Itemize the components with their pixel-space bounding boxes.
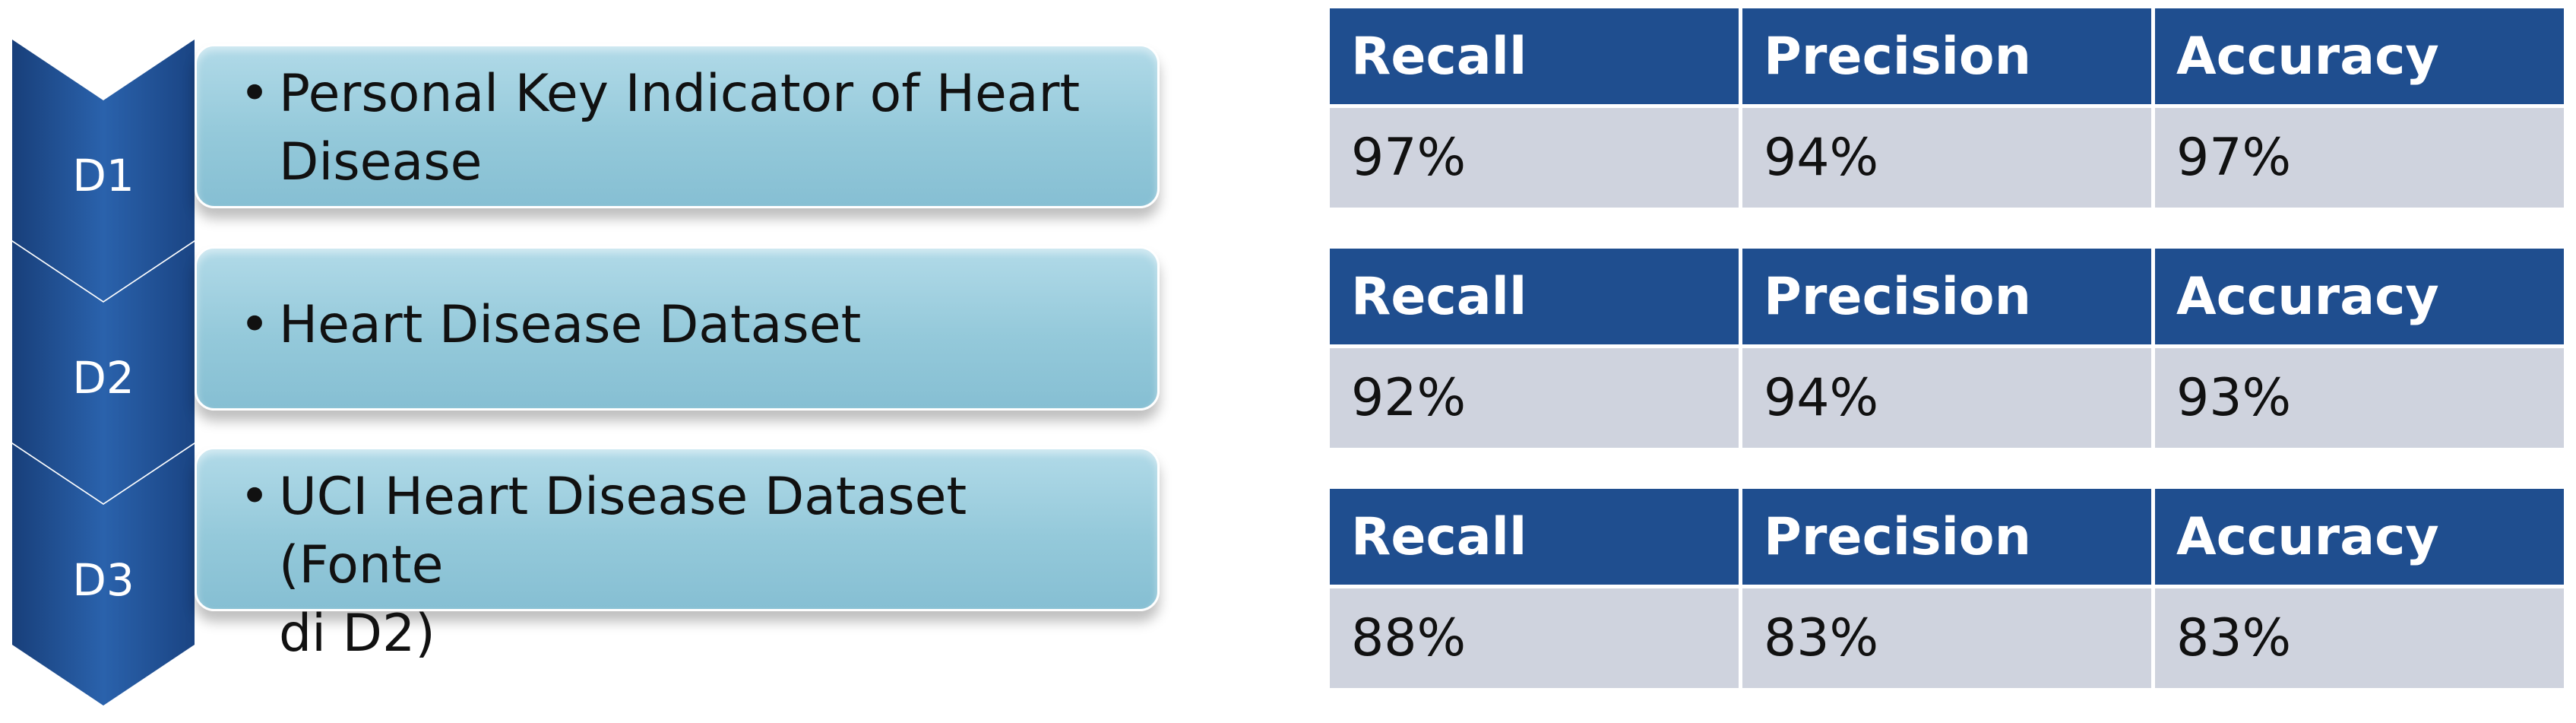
- dataset-description: • Heart Disease Dataset: [239, 291, 1127, 360]
- table-row: 92% 94% 93%: [1326, 344, 2568, 452]
- recall-value: 92%: [1326, 344, 1742, 452]
- recall-value: 97%: [1326, 104, 1742, 211]
- dataset-card-d2: • Heart Disease Dataset: [195, 246, 1160, 411]
- metrics-table-d3: Recall Precision Accuracy 88% 83% 83%: [1326, 485, 2568, 692]
- table-row: 97% 94% 97%: [1326, 104, 2568, 211]
- table-header-row: Recall Precision Accuracy: [1326, 5, 2568, 108]
- chevron-d2: D2: [12, 242, 216, 503]
- header-recall: Recall: [1326, 5, 1742, 108]
- header-accuracy: Accuracy: [2151, 245, 2568, 348]
- bullet-icon: •: [239, 467, 271, 527]
- dataset-card-d1: • Personal Key Indicator of Heart Diseas…: [195, 44, 1160, 208]
- accuracy-value: 97%: [2151, 104, 2568, 211]
- header-recall: Recall: [1326, 245, 1742, 348]
- bullet-icon: •: [239, 64, 271, 124]
- table-header-row: Recall Precision Accuracy: [1326, 485, 2568, 588]
- dataset-description: • Personal Key Indicator of Heart Diseas…: [239, 60, 1127, 197]
- chevron-d1: D1: [12, 40, 216, 301]
- chevron-d3: D3: [12, 444, 216, 706]
- header-precision: Precision: [1739, 245, 2155, 348]
- accuracy-value: 83%: [2151, 585, 2568, 692]
- dataset-id-label: D1: [72, 150, 134, 201]
- precision-value: 94%: [1739, 104, 2155, 211]
- dataset-id-label: D2: [72, 352, 134, 404]
- header-accuracy: Accuracy: [2151, 5, 2568, 108]
- header-precision: Precision: [1739, 485, 2155, 588]
- dataset-id-label: D3: [72, 554, 134, 606]
- accuracy-value: 93%: [2151, 344, 2568, 452]
- precision-value: 94%: [1739, 344, 2155, 452]
- dataset-card-d3: • UCI Heart Disease Dataset (Fonte di D2…: [195, 447, 1160, 664]
- dataset-description: • UCI Heart Disease Dataset (Fonte di D2…: [239, 463, 1127, 668]
- dataset-text-line: Personal Key Indicator of Heart: [279, 64, 1081, 124]
- header-recall: Recall: [1326, 485, 1742, 588]
- bullet-icon: •: [239, 295, 271, 355]
- header-precision: Precision: [1739, 5, 2155, 108]
- metrics-table-d2: Recall Precision Accuracy 92% 94% 93%: [1326, 245, 2568, 452]
- table-header-row: Recall Precision Accuracy: [1326, 245, 2568, 348]
- dataset-text-line: di D2): [279, 604, 435, 664]
- precision-value: 83%: [1739, 585, 2155, 692]
- dataset-text-line: Disease: [279, 132, 483, 192]
- recall-value: 88%: [1326, 585, 1742, 692]
- metrics-table-d1: Recall Precision Accuracy 97% 94% 97%: [1326, 5, 2568, 211]
- dataset-text-line: Heart Disease Dataset: [279, 295, 862, 355]
- chevron-shape: [12, 444, 195, 706]
- chevron-shape: [12, 242, 195, 503]
- header-accuracy: Accuracy: [2151, 485, 2568, 588]
- chevron-shape: [12, 40, 195, 301]
- table-row: 88% 83% 83%: [1326, 585, 2568, 692]
- dataset-text-line: UCI Heart Disease Dataset (Fonte: [279, 467, 967, 595]
